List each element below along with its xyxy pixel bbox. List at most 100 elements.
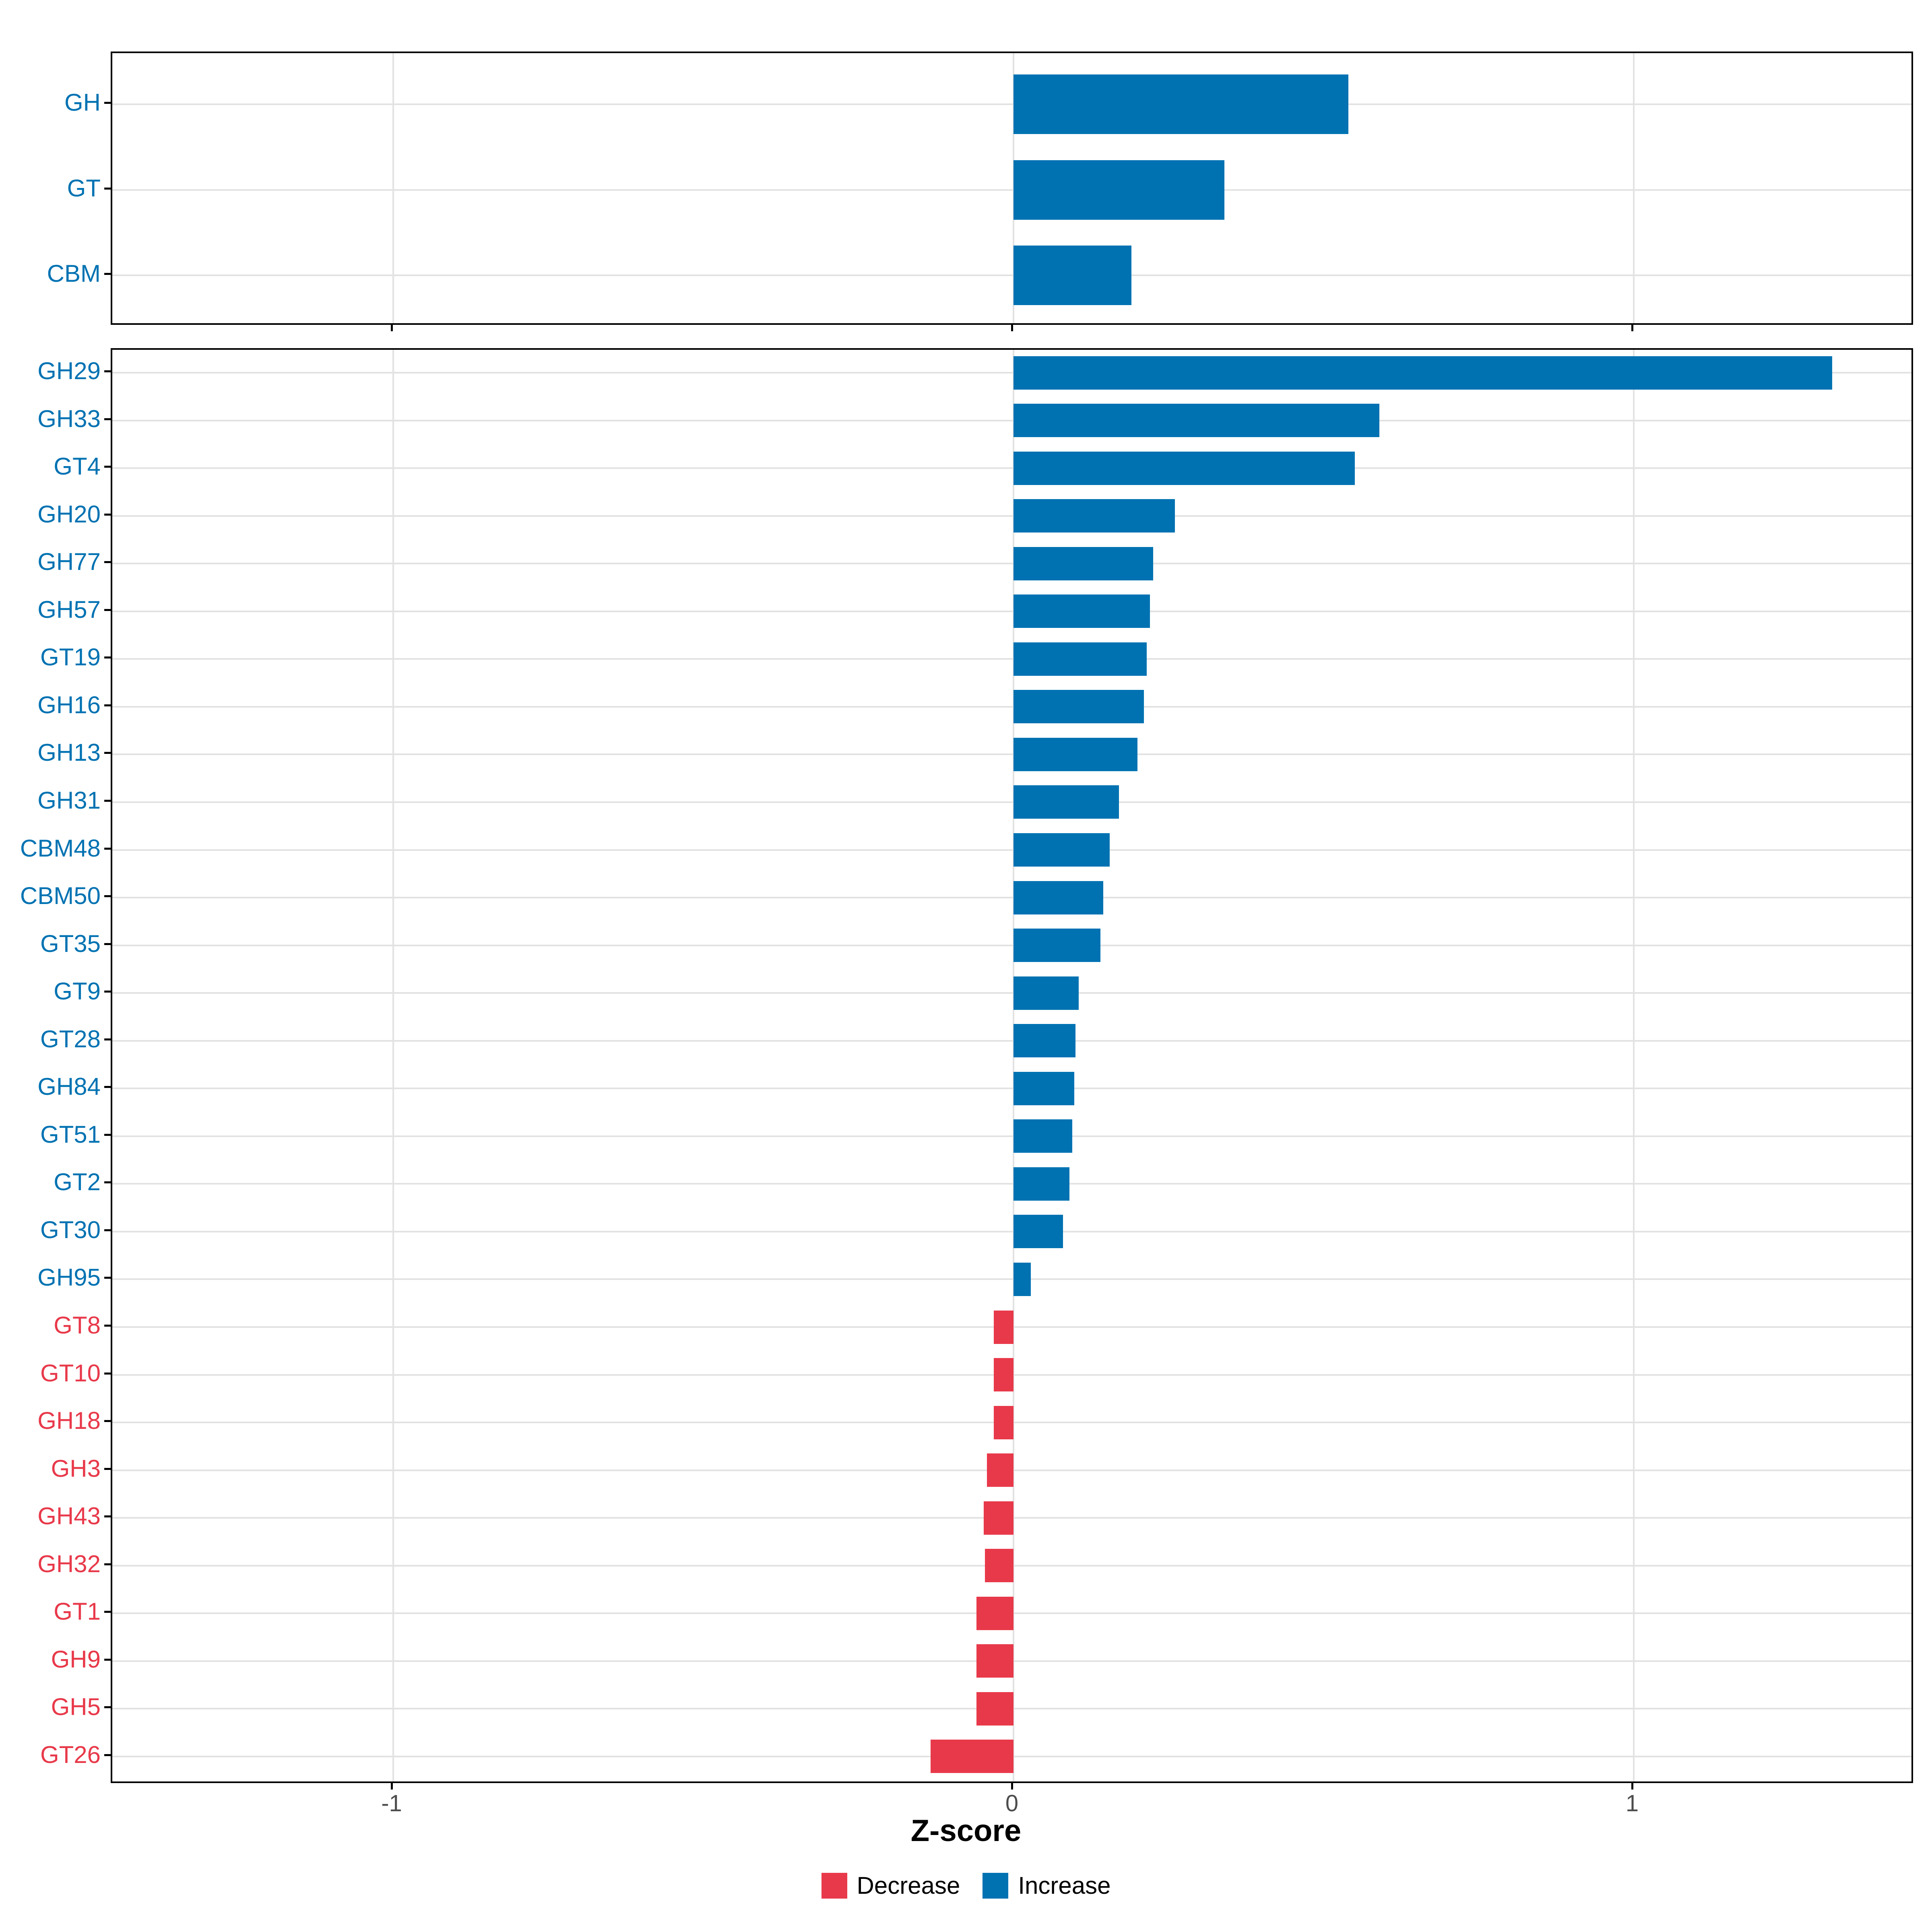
y-tick-GH33 [104, 418, 111, 420]
legend-item-decrease: Decrease [821, 1872, 960, 1899]
y-label-GH29: GH29 [37, 357, 101, 384]
y-gridline-GH16 [112, 706, 1911, 708]
x-tick-top-0 [1011, 325, 1013, 331]
y-tick-GH31 [104, 799, 111, 802]
bar-GH9 [976, 1644, 1013, 1678]
y-tick-GH3 [104, 1468, 111, 1470]
y-label-GH32: GH32 [37, 1550, 101, 1577]
bar-GT4 [1013, 451, 1355, 485]
y-tick-GH16 [104, 704, 111, 706]
bar-GT9 [1013, 976, 1079, 1010]
y-label-GT10: GT10 [40, 1359, 101, 1387]
y-gridline-GT28 [112, 1040, 1911, 1042]
y-tick-GH13 [104, 752, 111, 754]
y-tick-CBM [104, 273, 111, 275]
y-label-GT9: GT9 [54, 978, 101, 1005]
y-tick-GT4 [104, 466, 111, 468]
y-tick-GT10 [104, 1372, 111, 1375]
y-gridline-GT [112, 189, 1911, 191]
y-tick-GT51 [104, 1133, 111, 1136]
y-label-GH3: GH3 [51, 1455, 101, 1482]
bar-GT35 [1013, 929, 1100, 962]
y-gridline-GT30 [112, 1230, 1911, 1232]
y-label-GT8: GT8 [54, 1312, 101, 1339]
y-label-GH95: GH95 [37, 1264, 101, 1291]
y-label-GT19: GT19 [40, 644, 101, 671]
y-tick-GT35 [104, 943, 111, 945]
bar-GH43 [984, 1501, 1013, 1535]
y-tick-GH77 [104, 561, 111, 564]
bar-GT1 [976, 1596, 1013, 1630]
y-tick-GT30 [104, 1229, 111, 1231]
y-gridline-GH84 [112, 1088, 1911, 1090]
y-tick-GH [104, 102, 111, 104]
y-tick-GH9 [104, 1658, 111, 1661]
y-label-CBM: CBM [47, 260, 101, 287]
x-gridline-0 [1013, 350, 1014, 1781]
x-tick-label--1: -1 [381, 1790, 402, 1816]
y-tick-GH18 [104, 1420, 111, 1422]
y-label-GH77: GH77 [37, 548, 101, 576]
bar-GT28 [1013, 1024, 1076, 1058]
bar-CBM50 [1013, 881, 1104, 914]
y-tick-GT8 [104, 1325, 111, 1327]
y-gridline-GT2 [112, 1183, 1911, 1185]
y-gridline-GH13 [112, 753, 1911, 755]
bar-GH18 [993, 1406, 1013, 1439]
y-label-GH31: GH31 [37, 786, 101, 814]
y-label-GT: GT [67, 174, 101, 202]
x-tick-top--1 [391, 325, 393, 331]
y-label-GT28: GT28 [40, 1025, 101, 1053]
bar-GH13 [1013, 737, 1138, 771]
y-label-CBM50: CBM50 [20, 882, 101, 910]
bar-GH33 [1013, 404, 1380, 438]
y-label-GH9: GH9 [51, 1645, 101, 1673]
bar-GH84 [1013, 1071, 1075, 1105]
bar-GH [1013, 74, 1349, 134]
y-tick-GT19 [104, 656, 111, 659]
bar-GH20 [1013, 499, 1175, 533]
bar-GH31 [1013, 785, 1119, 819]
legend-label-increase: Increase [1018, 1872, 1111, 1899]
increase-swatch [983, 1872, 1009, 1899]
bar-GH95 [1013, 1262, 1031, 1296]
y-tick-GT26 [104, 1754, 111, 1756]
y-gridline-GT4 [112, 467, 1911, 469]
y-tick-GH20 [104, 513, 111, 516]
y-gridline-GT35 [112, 944, 1911, 946]
bar-GH29 [1013, 356, 1833, 390]
y-tick-GH43 [104, 1515, 111, 1518]
x-tick-bottom--1 [391, 1783, 393, 1790]
y-label-GH5: GH5 [51, 1693, 101, 1721]
y-tick-GH95 [104, 1277, 111, 1279]
decrease-swatch [821, 1872, 847, 1899]
x-gridline-1 [1633, 53, 1635, 323]
y-tick-CBM48 [104, 847, 111, 850]
y-tick-GT28 [104, 1038, 111, 1040]
y-gridline-GH77 [112, 563, 1911, 565]
y-gridline-CBM48 [112, 849, 1911, 851]
bar-GH16 [1013, 690, 1144, 724]
legend: Decrease Increase [0, 1872, 1932, 1899]
y-label-GT1: GT1 [54, 1598, 101, 1625]
y-tick-GH29 [104, 370, 111, 372]
y-tick-CBM50 [104, 895, 111, 898]
y-gridline-GH57 [112, 610, 1911, 612]
bar-CBM48 [1013, 833, 1110, 867]
panel-top [111, 52, 1913, 325]
y-label-GT4: GT4 [54, 453, 101, 480]
x-tick-bottom-1 [1631, 1783, 1633, 1790]
x-tick-label-0: 0 [1005, 1790, 1019, 1816]
y-label-GT35: GT35 [40, 930, 101, 957]
y-gridline-GH20 [112, 515, 1911, 517]
bar-GH32 [985, 1549, 1013, 1583]
y-tick-GH84 [104, 1086, 111, 1088]
x-gridline--1 [392, 53, 394, 323]
bar-GT51 [1013, 1119, 1073, 1153]
x-gridline-1 [1633, 350, 1635, 1781]
y-gridline-CBM50 [112, 897, 1911, 899]
y-gridline-GH95 [112, 1278, 1911, 1280]
y-gridline-GT9 [112, 992, 1911, 994]
y-tick-GT2 [104, 1181, 111, 1184]
y-label-GH33: GH33 [37, 405, 101, 432]
